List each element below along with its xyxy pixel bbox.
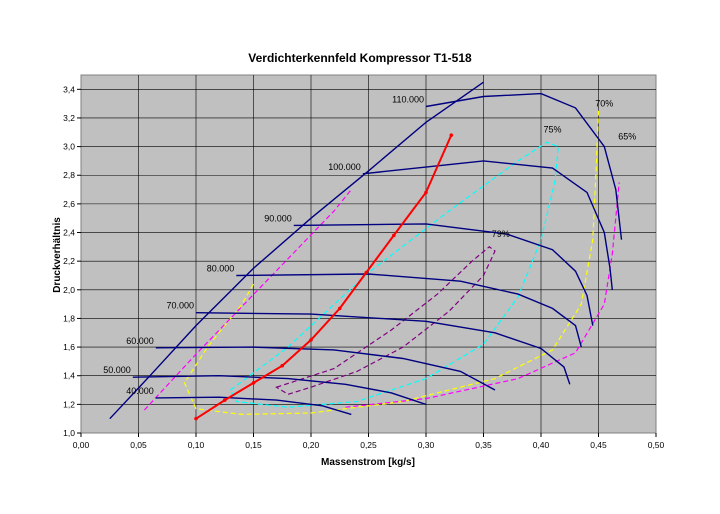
operating-point bbox=[364, 270, 369, 275]
operating-point bbox=[194, 416, 198, 421]
y-tick-label: 2,2 bbox=[63, 256, 75, 266]
speed-line bbox=[293, 223, 594, 326]
efficiency-curve bbox=[143, 189, 352, 411]
speed-line-label: 70.000 bbox=[166, 301, 194, 311]
y-tick-label: 3,0 bbox=[63, 142, 75, 152]
y-tick-label: 2,0 bbox=[63, 285, 75, 295]
speed-line bbox=[155, 396, 352, 416]
efficiency-curve bbox=[183, 110, 600, 416]
speed-line bbox=[236, 273, 582, 348]
speed-line bbox=[425, 92, 623, 240]
speed-line-label: 80.000 bbox=[207, 263, 235, 273]
y-tick-label: 3,2 bbox=[63, 113, 75, 123]
x-tick-label: 0,10 bbox=[188, 440, 205, 450]
operating-point bbox=[222, 398, 227, 402]
operating-point bbox=[392, 233, 396, 238]
operating-point bbox=[251, 381, 256, 385]
y-tick-label: 2,6 bbox=[63, 199, 75, 209]
y-tick-label: 1,6 bbox=[63, 342, 75, 352]
speed-line-label: 90.000 bbox=[264, 213, 292, 223]
x-tick-label: 0,15 bbox=[245, 440, 262, 450]
plot-area: 0,00 0,05 0,10 0,15 0,20 0,25 0,30 0,35 0,40 0,45… bbox=[63, 74, 665, 450]
efficiency-label: 79% bbox=[492, 229, 510, 239]
x-tick-label: 0,35 bbox=[475, 440, 492, 450]
x-tick-label: 0,00 bbox=[73, 440, 90, 450]
efficiency-curve bbox=[345, 182, 620, 408]
speed-line bbox=[155, 346, 496, 391]
speed-line-label: 110.000 bbox=[392, 95, 424, 105]
efficiency-curve bbox=[275, 246, 496, 395]
x-tick-label: 0,40 bbox=[533, 440, 550, 450]
y-tick-label: 3,4 bbox=[63, 84, 75, 94]
x-axis-label: Massenstrom [kg/s] bbox=[321, 457, 415, 468]
chart-title: Verdichterkennfeld Kompressor T1-518 bbox=[248, 51, 472, 65]
speed-line-label: 100.000 bbox=[328, 162, 361, 172]
operating-point bbox=[424, 190, 428, 195]
y-tick-label: 1,4 bbox=[63, 371, 75, 381]
y-tick-label: 1,2 bbox=[63, 399, 75, 409]
x-tick-label: 0,45 bbox=[590, 440, 607, 450]
x-tick-label: 0,05 bbox=[130, 440, 147, 450]
x-tick-label: 0,50 bbox=[648, 440, 665, 450]
surge-line bbox=[109, 81, 484, 420]
efficiency-label: 65% bbox=[618, 131, 636, 141]
x-tick-label: 0,20 bbox=[303, 440, 320, 450]
speed-line-label: 60.000 bbox=[126, 336, 154, 346]
y-axis-label: Druckverhältnis bbox=[52, 217, 63, 293]
speed-line bbox=[195, 312, 571, 385]
operating-line bbox=[195, 134, 453, 420]
y-tick-label: 1,0 bbox=[63, 428, 75, 438]
efficiency-label: 70% bbox=[595, 99, 613, 109]
speed-line-label: 50.000 bbox=[103, 365, 131, 375]
operating-point bbox=[449, 133, 454, 137]
operating-point bbox=[337, 306, 342, 311]
efficiency-label: 75% bbox=[543, 124, 561, 134]
speed-line-label: 40.000 bbox=[126, 386, 154, 396]
y-tick-label: 2,8 bbox=[63, 170, 75, 180]
speed-line bbox=[132, 374, 427, 406]
efficiency-curve bbox=[229, 141, 559, 408]
x-tick-label: 0,30 bbox=[418, 440, 435, 450]
y-tick-label: 2,4 bbox=[63, 228, 75, 238]
speed-line bbox=[362, 160, 613, 290]
operating-point bbox=[309, 338, 313, 342]
operating-point bbox=[280, 363, 285, 368]
y-tick-label: 1,8 bbox=[63, 313, 75, 323]
x-tick-label: 0,25 bbox=[360, 440, 377, 450]
